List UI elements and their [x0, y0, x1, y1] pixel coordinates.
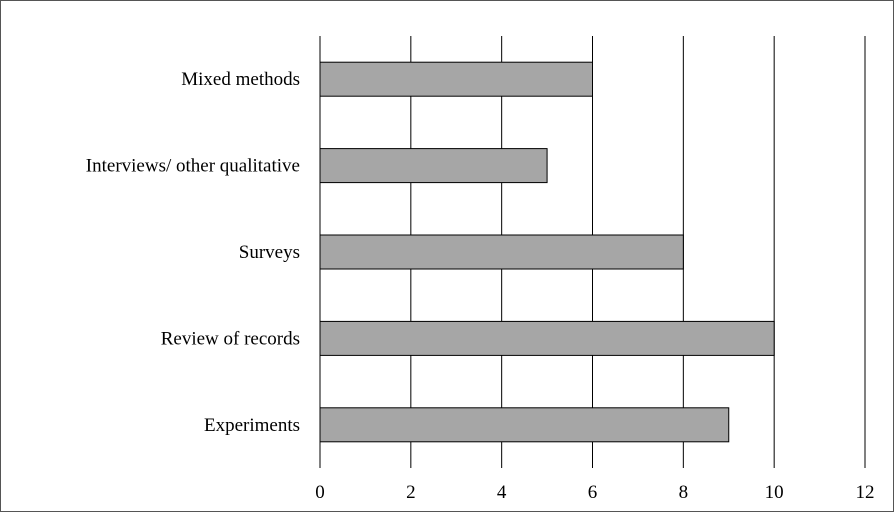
category-labels: Mixed methods Interviews/ other qualitati… [86, 69, 300, 436]
bar [319, 234, 684, 270]
x-tick-label: 10 [765, 482, 784, 503]
bar [319, 320, 775, 356]
category-label: Surveys [239, 242, 300, 263]
x-tick-label: 4 [497, 482, 507, 503]
bar [319, 148, 548, 184]
category-label: Mixed methods [181, 69, 300, 90]
x-tick-label: 8 [679, 482, 689, 503]
x-tick-label: 6 [588, 482, 598, 503]
category-label: Review of records [161, 328, 300, 349]
category-label: Experiments [204, 415, 300, 436]
x-tick-label: 2 [406, 482, 416, 503]
x-tick-label: 0 [315, 482, 325, 503]
bars [319, 61, 775, 443]
bar [319, 61, 593, 97]
x-tick-labels: 0 2 4 6 8 10 12 [315, 482, 874, 503]
x-tick-label: 12 [856, 482, 875, 503]
category-label: Interviews/ other qualitative [86, 156, 300, 177]
bar [319, 407, 730, 443]
